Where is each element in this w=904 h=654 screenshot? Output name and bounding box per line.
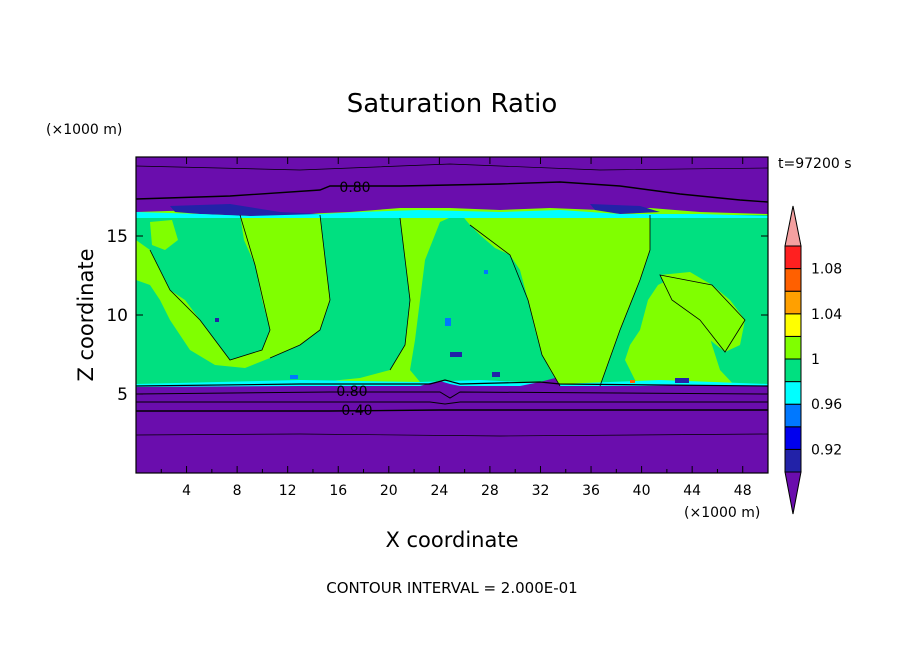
contour-label-upper-080: 0.80 xyxy=(339,180,370,196)
colorbar-swatch xyxy=(784,426,802,450)
x-tick-label: 20 xyxy=(380,483,398,499)
y-unit-label: (×1000 m) xyxy=(46,122,122,138)
colorbar-extend-low xyxy=(784,471,802,515)
upper-cyan-edge xyxy=(136,210,768,218)
upper-blue-band-right xyxy=(590,204,660,214)
x-tick-label: 16 xyxy=(329,483,347,499)
colorbar-tick-label: 0.96 xyxy=(811,397,842,413)
colorbar-tick-label: 1 xyxy=(811,352,820,368)
x-tick-label: 48 xyxy=(734,483,752,499)
lower-dry-layer xyxy=(136,378,768,473)
y-tick-label: 15 xyxy=(106,227,128,247)
colorbar-swatch xyxy=(784,245,802,270)
x-tick-label: 44 xyxy=(683,483,701,499)
y-tick-label: 5 xyxy=(117,385,128,405)
colorbar-swatch xyxy=(784,268,802,292)
colorbar-tick-label: 0.92 xyxy=(811,442,842,458)
y-axis: 5 10 15 xyxy=(106,227,768,405)
colorbar-swatch xyxy=(784,381,802,405)
chart-title: Saturation Ratio xyxy=(347,89,558,119)
plot-area: 0.80 0.80 0.40 xyxy=(136,157,768,473)
x-tick-label: 4 xyxy=(182,483,191,499)
x-axis: 4 8 12 16 20 24 28 32 36 40 44 48 xyxy=(160,157,752,499)
colorbar-swatch xyxy=(784,290,802,315)
colorbar-tick-label: 1.04 xyxy=(811,307,842,323)
y-tick-label: 10 xyxy=(106,306,128,326)
colorbar: 0.92 0.96 1 1.04 1.08 xyxy=(784,205,842,515)
contour-lines xyxy=(136,163,768,437)
colorbar-swatch xyxy=(784,403,802,428)
x-tick-label: 28 xyxy=(481,483,499,499)
contour-label-lower-080: 0.80 xyxy=(336,384,367,400)
x-tick-label: 32 xyxy=(532,483,550,499)
colorbar-extend-high xyxy=(784,205,802,247)
x-unit-label: (×1000 m) xyxy=(684,505,760,521)
x-axis-label: X coordinate xyxy=(385,528,518,552)
colorbar-swatch xyxy=(784,358,802,383)
blue-specks xyxy=(215,270,689,383)
field-teal-left-low xyxy=(136,215,410,388)
field-lime-patch-left xyxy=(150,220,178,250)
y-axis-label: Z coordinate xyxy=(74,248,98,381)
x-tick-label: 40 xyxy=(633,483,651,499)
contour-label-040: 0.40 xyxy=(341,403,372,419)
colorbar-swatch xyxy=(784,335,802,360)
field-teal-right-inner xyxy=(660,272,745,352)
colorbar-swatch xyxy=(784,313,802,337)
field-teal-center xyxy=(410,213,560,386)
contour-interval-note: CONTOUR INTERVAL = 2.000E-01 xyxy=(326,579,577,597)
colorbar-tick-label: 1.08 xyxy=(811,262,842,278)
x-tick-label: 24 xyxy=(430,483,448,499)
upper-blue-band xyxy=(170,204,320,218)
x-tick-label: 8 xyxy=(233,483,242,499)
time-label: t=97200 s xyxy=(778,156,852,172)
x-tick-label: 12 xyxy=(279,483,297,499)
colorbar-swatch xyxy=(784,448,802,473)
x-tick-label: 36 xyxy=(582,483,600,499)
field-teal-left xyxy=(136,215,270,360)
